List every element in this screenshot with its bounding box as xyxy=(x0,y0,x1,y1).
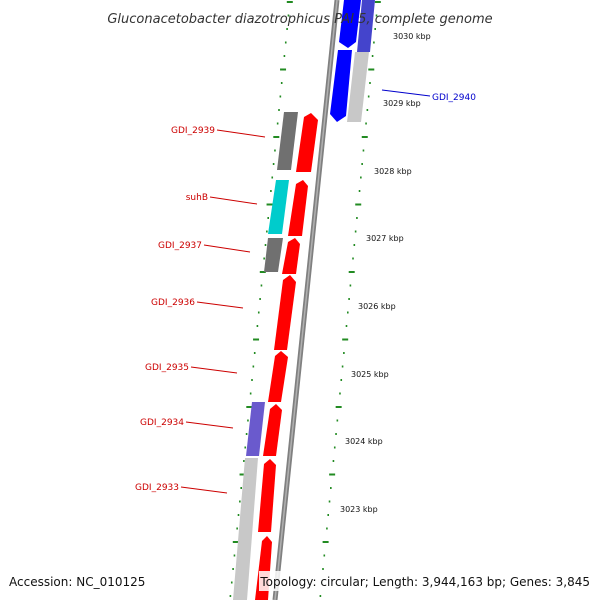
leader-gdi-2937 xyxy=(203,244,251,253)
gene-label-gdi-2933[interactable]: GDI_2933 xyxy=(135,483,179,493)
feature-suhb[interactable] xyxy=(268,180,289,234)
leader-gdi-2935 xyxy=(190,366,238,374)
feature-gdi-2940[interactable] xyxy=(330,50,352,122)
feature-reverse-2[interactable] xyxy=(357,0,375,52)
feature-gdi-2935[interactable] xyxy=(268,351,288,402)
footer-topology-bg xyxy=(259,571,593,591)
gene-label-suhb[interactable]: suhB xyxy=(186,193,208,203)
gene-label-gdi-2939[interactable]: GDI_2939 xyxy=(171,126,215,136)
feature-suhb-cds[interactable] xyxy=(288,180,308,236)
scale-label: 3023 kbp xyxy=(340,505,378,514)
feature-gdi-2933-rna[interactable] xyxy=(233,458,258,600)
tick-ring-inner xyxy=(229,1,293,597)
gene-labels: GDI_2940 GDI_2939 suhB GDI_2937 GDI_2936… xyxy=(135,93,476,493)
gene-label-gdi-2940[interactable]: GDI_2940 xyxy=(432,93,476,103)
gene-label-gdi-2934[interactable]: GDI_2934 xyxy=(140,418,184,428)
label-leader-lines xyxy=(180,89,431,494)
leader-gdi-2936 xyxy=(196,301,244,309)
leader-gdi-2940 xyxy=(381,89,431,97)
feature-gdi-2939[interactable] xyxy=(296,113,318,172)
feature-gdi-2933[interactable] xyxy=(258,459,276,532)
scale-label: 3029 kbp xyxy=(383,99,421,108)
topology-text: Topology: circular; Length: 3,944,163 bp… xyxy=(259,575,590,589)
gene-label-gdi-2935[interactable]: GDI_2935 xyxy=(145,363,189,373)
feature-gdi-2934[interactable] xyxy=(263,404,282,456)
tick-ring-outer xyxy=(319,1,381,597)
leader-suhb xyxy=(209,196,258,205)
feature-gdi-2934-lilac[interactable] xyxy=(246,402,265,456)
genome-backbone-highlight xyxy=(274,0,338,600)
feature-gdi-2936[interactable] xyxy=(274,275,296,350)
leader-gdi-2934 xyxy=(185,421,234,429)
leader-gdi-2933 xyxy=(180,486,228,494)
feature-gdi-2937[interactable] xyxy=(282,238,300,274)
feature-reverse-1[interactable] xyxy=(339,0,361,48)
accession-text: Accession: NC_010125 xyxy=(9,575,145,589)
reverse-strand-features xyxy=(330,0,375,122)
feature-gdi-2939-grey[interactable] xyxy=(277,112,298,170)
feature-gdi-2940-rna[interactable] xyxy=(347,52,369,122)
scale-label: 3024 kbp xyxy=(345,437,383,446)
leader-gdi-2939 xyxy=(216,129,266,138)
forward-strand-features xyxy=(233,112,318,600)
scale-label: 3025 kbp xyxy=(351,370,389,379)
map-title: Gluconacetobacter diazotrophicus PAI 5, … xyxy=(107,12,492,27)
scale-label: 3028 kbp xyxy=(374,167,412,176)
scale-label: 3027 kbp xyxy=(366,234,404,243)
gene-label-gdi-2937[interactable]: GDI_2937 xyxy=(158,241,202,251)
scale-label: 3026 kbp xyxy=(358,302,396,311)
scale-label: 3030 kbp xyxy=(393,32,431,41)
gene-label-gdi-2936[interactable]: GDI_2936 xyxy=(151,298,195,308)
feature-gdi-2937-grey[interactable] xyxy=(264,238,283,272)
scale-labels: 3030 kbp 3029 kbp 3028 kbp 3027 kbp 3026… xyxy=(340,32,431,514)
